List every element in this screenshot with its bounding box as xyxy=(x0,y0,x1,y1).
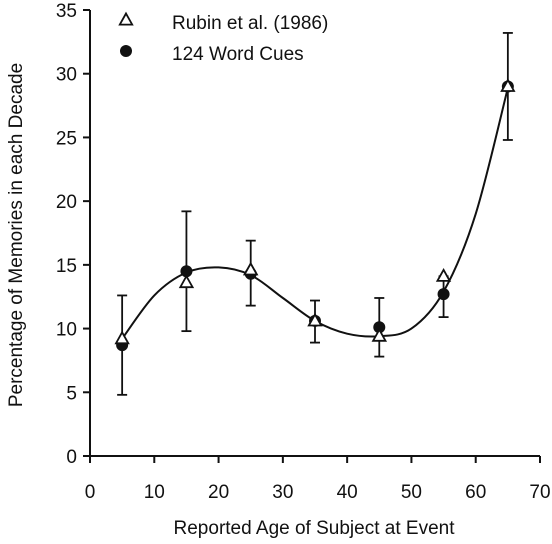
data-points xyxy=(114,78,516,352)
y-tick-label: 10 xyxy=(56,320,77,341)
legend-label-word-cues: 124 Word Cues xyxy=(172,44,304,65)
y-tick-label: 0 xyxy=(66,447,77,468)
point-rubin-1986 xyxy=(500,78,516,92)
y-tick-label: 15 xyxy=(56,256,77,277)
x-tick-label: 20 xyxy=(208,482,229,503)
x-tick-label: 30 xyxy=(272,482,293,503)
x-tick-label: 10 xyxy=(144,482,165,503)
point-rubin-1986 xyxy=(371,327,388,342)
y-axis-title: Percentage of Memories in each Decade xyxy=(6,63,27,407)
axes: 0 10 20 30 40 50 60 70 0 5 10 15 20 25 30 35 xyxy=(56,1,551,503)
y-tick-label: 5 xyxy=(66,383,77,404)
point-rubin-1986 xyxy=(178,274,195,289)
point-rubin-1986 xyxy=(114,330,130,345)
legend-circle-marker xyxy=(120,45,132,57)
legend: Rubin et al. (1986) 124 Word Cues xyxy=(118,11,328,65)
y-tick-label: 25 xyxy=(56,128,77,149)
point-word-cues xyxy=(180,265,193,278)
x-tick-label: 40 xyxy=(337,482,358,503)
x-tick-label: 60 xyxy=(465,482,486,503)
point-rubin-1986 xyxy=(307,312,323,327)
y-tick-label: 20 xyxy=(56,192,77,213)
x-tick-label: 0 xyxy=(85,482,96,503)
point-word-cues xyxy=(437,288,450,301)
x-tick-label: 70 xyxy=(529,482,550,503)
point-rubin-1986 xyxy=(242,261,259,276)
x-tick-label: 50 xyxy=(401,482,422,503)
x-axis-title: Reported Age of Subject at Event xyxy=(174,518,456,539)
point-rubin-1986 xyxy=(435,267,452,282)
legend-triangle-marker xyxy=(118,11,134,26)
error-bars xyxy=(117,32,513,396)
y-tick-label: 30 xyxy=(56,65,77,86)
legend-label-rubin: Rubin et al. (1986) xyxy=(172,13,328,34)
point-word-cues xyxy=(373,321,386,334)
y-tick-label: 35 xyxy=(56,1,77,22)
